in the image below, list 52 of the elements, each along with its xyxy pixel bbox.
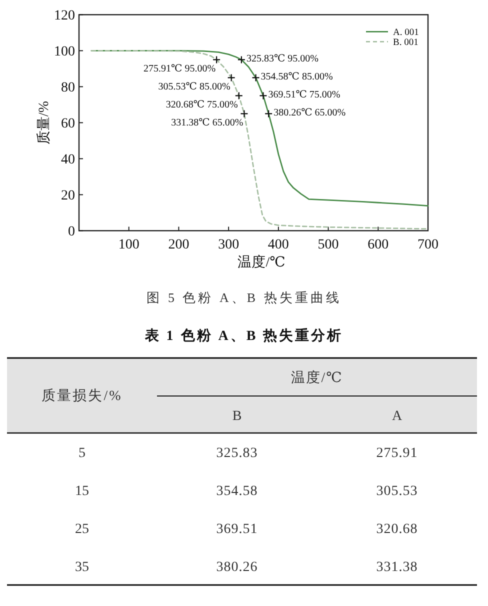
point [227, 74, 236, 82]
data-label: 354.58 [216, 484, 258, 499]
caption: 图 5 色粉 A、B 热失重曲线 [146, 290, 342, 305]
data-label: 325.83 [216, 446, 258, 461]
y-axis-title: 质量损失/% [42, 388, 122, 404]
x-tick-label: 600 [368, 238, 389, 253]
data-label: 275.91 [376, 446, 418, 461]
annotation: 275.91℃ 95.00% [144, 64, 216, 75]
legend-label: A. 001 [393, 28, 420, 38]
y-tick-label: 35 [75, 560, 89, 575]
y-tick-label: 15 [75, 484, 89, 499]
point [237, 56, 246, 64]
y-tick-label: 25 [75, 522, 89, 537]
point [259, 92, 268, 100]
y-tick-label: 100 [54, 44, 75, 60]
x-axis-title: 温度/℃ [291, 370, 343, 386]
x-tick-label: 200 [168, 238, 190, 253]
y-tick-label: 0 [68, 224, 75, 240]
annotation: 380.26℃ 65.00% [274, 108, 346, 119]
point [264, 110, 273, 118]
y-tick-label: 80 [61, 80, 75, 96]
data-label: 331.38 [376, 560, 418, 575]
y-axis-title: 质量/% [36, 100, 52, 144]
x-tick-label: A [392, 409, 403, 424]
x-tick-label: 500 [318, 238, 339, 253]
annotation: 354.58℃ 85.00% [260, 72, 333, 83]
y-tick-label: 5 [78, 446, 86, 461]
legend-label: B. 001 [393, 38, 419, 48]
annotation: 369.51℃ 75.00% [268, 90, 340, 101]
x-axis-title: 温度/℃ [238, 254, 286, 271]
data-label: 380.26 [216, 560, 258, 575]
x-tick-label: 400 [268, 238, 289, 253]
point [212, 56, 221, 64]
y-tick-label: 20 [61, 188, 75, 204]
y-tick-label: 60 [61, 116, 75, 132]
annotation: 320.68℃ 75.00% [166, 100, 238, 111]
data-label: 369.51 [216, 522, 258, 537]
annotation: 331.38℃ 65.00% [171, 118, 244, 129]
chart-title: 表 1 色粉 A、B 热失重分析 [144, 328, 344, 344]
data-label: 320.68 [376, 522, 418, 537]
x-tick-label: 700 [418, 238, 438, 253]
point [234, 92, 243, 100]
point [240, 110, 248, 118]
x-tick-label: B [232, 409, 242, 424]
y-tick-label: 40 [61, 152, 75, 168]
annotation: 305.53℃ 85.00% [158, 82, 230, 93]
point [252, 74, 260, 82]
annotation: 325.83℃ 95.00% [246, 54, 318, 65]
x-tick-label: 300 [218, 238, 240, 253]
data-label: 305.53 [376, 484, 418, 499]
y-tick-label: 120 [54, 8, 75, 24]
x-tick-label: 100 [118, 238, 140, 253]
